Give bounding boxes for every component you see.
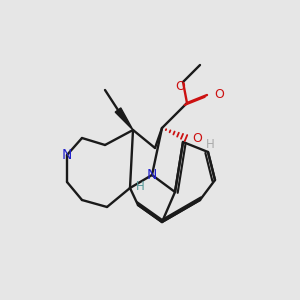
Text: N: N (62, 148, 72, 162)
Text: H: H (136, 179, 144, 193)
Text: H: H (206, 139, 214, 152)
Polygon shape (115, 108, 133, 130)
Text: O: O (175, 80, 185, 94)
Text: N: N (147, 168, 157, 182)
Text: O: O (192, 131, 202, 145)
Text: O: O (214, 88, 224, 101)
